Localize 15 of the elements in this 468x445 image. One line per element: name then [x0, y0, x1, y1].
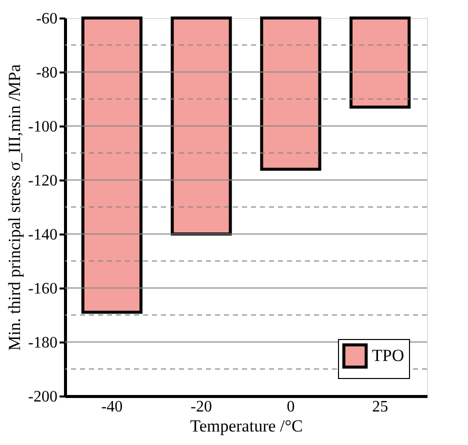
y-tick-label: -200	[28, 388, 58, 406]
y-tick-label: -180	[28, 334, 58, 352]
legend-label: TPO	[372, 346, 404, 365]
y-axis-title: Min. third principal stress σ_III,min /MPa	[5, 64, 24, 351]
x-tick-label: -20	[190, 398, 212, 416]
y-tick-label: -160	[28, 280, 58, 298]
x-tick-label: 0	[286, 398, 295, 416]
x-tick-label: 25	[372, 398, 388, 416]
y-tick-label: -100	[28, 118, 58, 136]
y-tick-label: -120	[28, 172, 58, 190]
y-tick-label: -60	[36, 10, 58, 28]
x-tick-label: -40	[101, 398, 123, 416]
y-tick-label: -80	[36, 64, 58, 82]
x-axis-title: Temperature /°C	[190, 416, 303, 436]
y-tick-label: -140	[28, 226, 58, 244]
